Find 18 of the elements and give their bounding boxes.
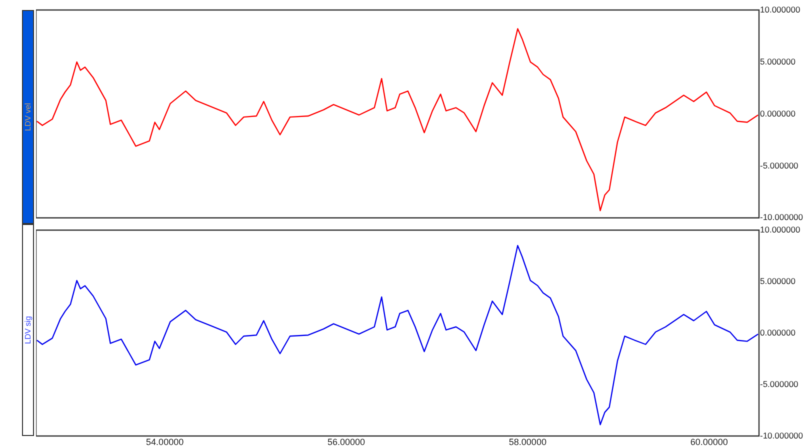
- y-axis-title: LDV sig: [24, 316, 32, 344]
- panel-selector: LDV sig: [22, 224, 34, 436]
- y-axis-title: LDV vel: [24, 102, 32, 132]
- panel-selector: LDV vel: [22, 10, 34, 224]
- x-tick-label: 56.00000: [327, 436, 366, 447]
- x-tick-label: 60.00000: [690, 436, 728, 447]
- y-tick-label: 5.000000: [760, 276, 796, 286]
- y-tick-label: 10.000000: [760, 4, 800, 14]
- x-tick-label: 58.00000: [508, 436, 546, 447]
- y-tick-label: 5.000000: [760, 56, 796, 66]
- y-tick-label: -10.000000: [760, 212, 804, 222]
- y-tick-label: 0.000000: [760, 108, 796, 118]
- y-tick-label: 0.000000: [760, 327, 796, 338]
- x-tick-label: 54.00000: [146, 436, 184, 447]
- y-tick-label: -5.000000: [760, 160, 799, 170]
- y-tick-label: -5.000000: [760, 378, 799, 389]
- y-tick-label: 10.000000: [760, 224, 800, 234]
- y-tick-label: -10.000000: [760, 430, 804, 440]
